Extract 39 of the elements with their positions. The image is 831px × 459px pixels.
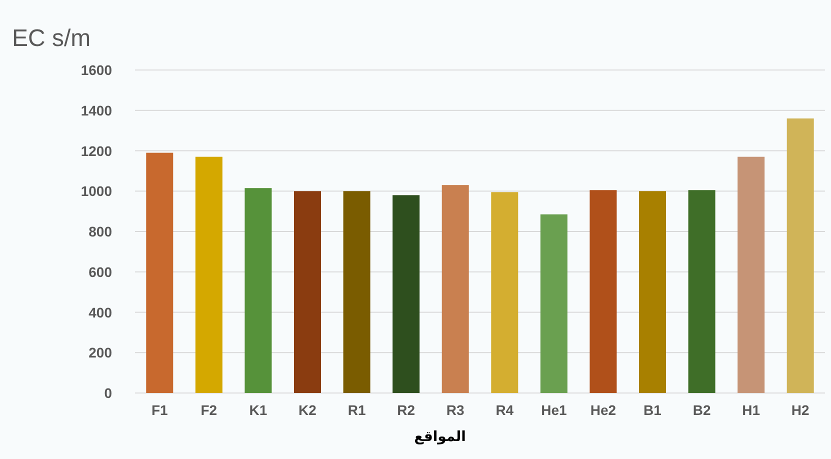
x-tick-label: F2 [200, 402, 218, 418]
x-tick-label: K1 [249, 402, 268, 418]
x-tick-label: H1 [742, 402, 760, 418]
bar [786, 118, 814, 393]
x-tick-label: R4 [496, 402, 514, 418]
y-tick-label: 1400 [80, 102, 112, 118]
y-tick-label: 200 [88, 344, 112, 361]
bar [688, 190, 716, 393]
bar [491, 192, 518, 393]
bar [294, 191, 321, 393]
bar [590, 190, 617, 393]
x-tick-label: R1 [348, 402, 366, 418]
y-tick-label: 600 [88, 264, 112, 280]
x-tick-label: H2 [791, 402, 810, 418]
bar [442, 185, 469, 393]
x-tick-label: R3 [446, 402, 465, 418]
y-axis-title: EC s/m [12, 25, 91, 52]
bar [146, 152, 174, 393]
x-tick-label: F1 [151, 402, 168, 418]
y-tick-label: 0 [104, 385, 112, 401]
x-axis-title: المواقع [414, 429, 466, 445]
y-tick-label: 800 [88, 224, 112, 240]
x-tick-label: B1 [644, 402, 662, 418]
bar [540, 214, 568, 393]
x-tick-label: He2 [590, 402, 616, 418]
y-tick-label: 1600 [80, 62, 112, 78]
bar [738, 156, 765, 393]
bar [244, 188, 272, 393]
x-tick-label: K2 [298, 402, 317, 418]
y-tick-label: 1000 [80, 183, 112, 200]
y-tick-label: 400 [88, 304, 112, 320]
bar [343, 191, 370, 393]
y-tick-label: 1200 [80, 142, 112, 159]
x-tick-label: He1 [541, 402, 567, 418]
bar [195, 156, 222, 393]
bar [392, 195, 420, 393]
x-tick-label: B2 [692, 402, 711, 418]
x-tick-label: R2 [397, 402, 416, 418]
bar [639, 191, 666, 393]
